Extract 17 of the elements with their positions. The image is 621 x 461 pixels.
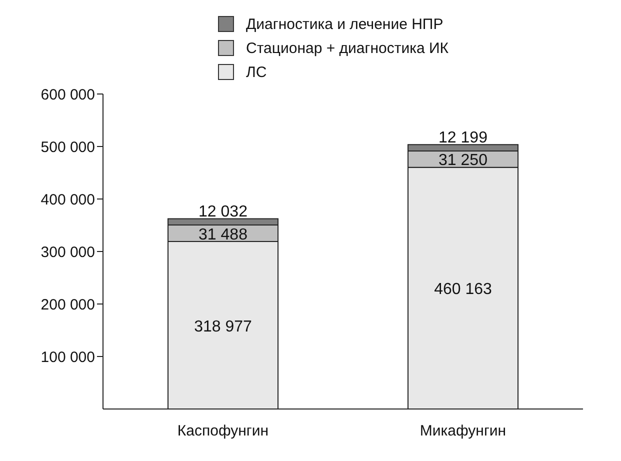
x-tick-label: Каспофунгин	[177, 422, 269, 440]
data-label: 460 163	[434, 281, 492, 298]
data-label: 31 250	[438, 152, 488, 170]
y-tick-label: 500 000	[40, 138, 95, 156]
x-tick-label: Микафунгин	[420, 422, 506, 440]
legend-label: Стационар + диагностика ИК	[246, 40, 448, 56]
data-label: 31 488	[198, 226, 248, 244]
y-tick-label: 200 000	[40, 296, 95, 314]
legend-label: ЛС	[246, 64, 267, 80]
y-tick-label: 400 000	[40, 191, 95, 208]
y-tick-label: 600 000	[40, 86, 95, 104]
y-tick-label: 100 000	[40, 348, 95, 366]
data-label: 12 032	[198, 204, 248, 221]
legend-label: Диагностика и лечение НПР	[246, 16, 444, 32]
data-label: 12 199	[438, 130, 488, 147]
data-label: 318 977	[194, 318, 252, 336]
y-tick-label: 300 000	[40, 244, 95, 261]
